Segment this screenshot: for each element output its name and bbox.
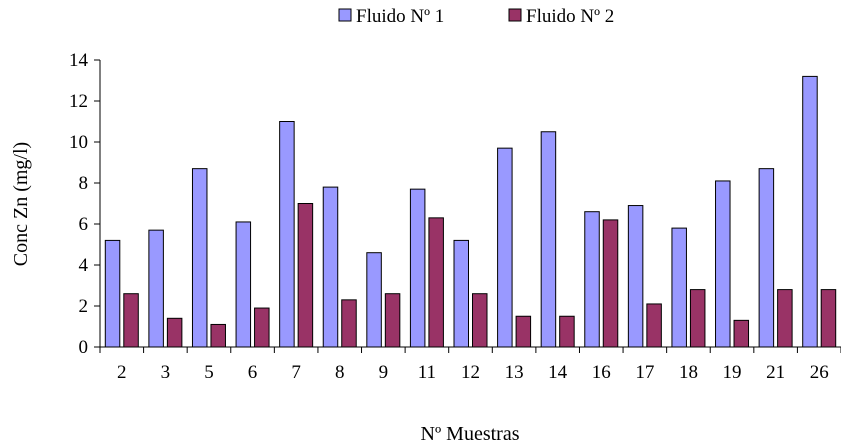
bar-fluido-2-13 bbox=[515, 315, 532, 348]
x-tick-label: 2 bbox=[117, 362, 127, 383]
y-tick-label: 2 bbox=[79, 296, 89, 317]
axes-group bbox=[94, 59, 841, 353]
legend-swatch-fluido-1 bbox=[338, 8, 352, 22]
bar-fluido-1-14 bbox=[540, 131, 557, 348]
bar-fluido-2-19 bbox=[733, 319, 750, 348]
x-tick-label: 13 bbox=[505, 362, 524, 383]
bar-fluido-2-6 bbox=[254, 307, 270, 348]
x-tick-label: 19 bbox=[723, 362, 742, 383]
bar-fluido-2-16 bbox=[602, 219, 619, 348]
x-tick-label: 21 bbox=[766, 362, 785, 383]
bar-fluido-1-3 bbox=[148, 229, 164, 348]
x-axis-title: Nº Muestras bbox=[421, 423, 520, 444]
bar-fluido-2-8 bbox=[341, 299, 357, 348]
x-tick-label: 26 bbox=[810, 362, 829, 383]
y-tick-label: 10 bbox=[69, 132, 88, 153]
bar-fluido-1-9 bbox=[366, 252, 382, 348]
bar-fluido-2-12 bbox=[472, 293, 488, 348]
bar-fluido-2-9 bbox=[384, 293, 401, 348]
x-tick-label: 6 bbox=[248, 362, 258, 383]
y-tick-label: 14 bbox=[69, 50, 89, 71]
x-tick-label: 3 bbox=[161, 362, 171, 383]
x-tick-label: 14 bbox=[548, 362, 568, 383]
bar-fluido-1-8 bbox=[322, 186, 339, 348]
bar-fluido-1-13 bbox=[497, 147, 513, 348]
x-tick-label: 9 bbox=[379, 362, 389, 383]
x-tick-label: 11 bbox=[418, 362, 436, 383]
bar-fluido-2-26 bbox=[820, 289, 837, 348]
x-tick-label: 17 bbox=[635, 362, 654, 383]
x-tick-label: 12 bbox=[461, 362, 480, 383]
x-tick-label: 7 bbox=[291, 362, 301, 383]
legend: Fluido Nº 1 Fluido Nº 2 bbox=[338, 6, 614, 27]
y-tick-label: 4 bbox=[79, 255, 89, 276]
y-tick-label: 8 bbox=[79, 173, 89, 194]
bar-fluido-1-5 bbox=[191, 168, 208, 348]
bar-fluido-1-26 bbox=[802, 75, 818, 348]
legend-swatch-fluido-2 bbox=[508, 8, 522, 22]
bars-group bbox=[104, 75, 837, 348]
bar-fluido-1-16 bbox=[584, 211, 600, 348]
bar-fluido-2-2 bbox=[123, 293, 139, 348]
bar-fluido-2-14 bbox=[559, 315, 575, 348]
y-tick-label: 0 bbox=[79, 337, 89, 358]
bar-fluido-1-7 bbox=[279, 121, 295, 348]
bar-fluido-1-17 bbox=[627, 205, 644, 348]
bar-fluido-2-21 bbox=[777, 289, 793, 348]
legend-label-fluido-2: Fluido Nº 2 bbox=[526, 6, 614, 27]
bar-fluido-1-12 bbox=[453, 239, 469, 348]
bar-fluido-2-7 bbox=[297, 203, 314, 348]
y-tick-label: 12 bbox=[69, 91, 88, 112]
tick-labels-group: 0 2 4 6 8 10 12 14 2 3 5 6 7 8 9 11 12 13 14 16 17 18 19 21 26 bbox=[69, 50, 829, 383]
x-tick-label: 8 bbox=[335, 362, 345, 383]
x-tick-label: 16 bbox=[592, 362, 611, 383]
x-tick-label: 5 bbox=[204, 362, 214, 383]
bar-fluido-2-11 bbox=[428, 217, 444, 348]
y-axis-title: Conc Zn (mg/l) bbox=[10, 142, 32, 266]
bar-fluido-1-6 bbox=[235, 221, 252, 348]
bar-fluido-1-21 bbox=[758, 168, 775, 348]
bar-fluido-1-18 bbox=[671, 227, 687, 348]
x-tick-label: 18 bbox=[679, 362, 698, 383]
bar-fluido-2-17 bbox=[646, 303, 662, 348]
bar-fluido-2-18 bbox=[689, 289, 706, 348]
bar-fluido-1-2 bbox=[104, 239, 121, 348]
bar-fluido-2-3 bbox=[166, 317, 183, 348]
bar-fluido-1-19 bbox=[715, 180, 731, 348]
legend-label-fluido-1: Fluido Nº 1 bbox=[356, 6, 444, 27]
y-tick-label: 6 bbox=[79, 214, 89, 235]
bar-fluido-2-5 bbox=[210, 323, 226, 348]
bar-fluido-1-11 bbox=[409, 188, 426, 348]
